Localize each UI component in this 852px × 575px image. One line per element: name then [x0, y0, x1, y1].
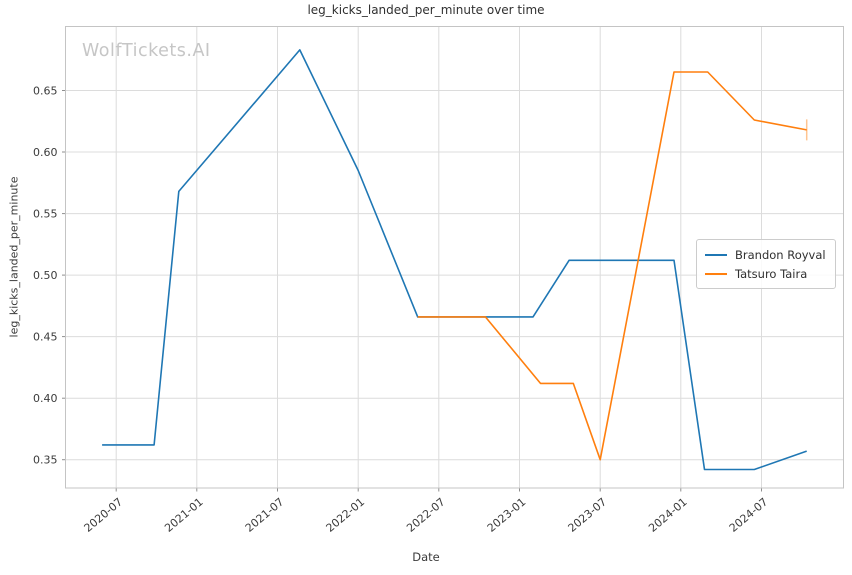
legend-label-tatsuro-taira: Tatsuro Taira: [735, 266, 808, 281]
svg-text:0.45: 0.45: [33, 331, 58, 344]
y-axis-label: leg_kicks_landed_per_minute: [7, 176, 21, 338]
svg-text:0.65: 0.65: [33, 85, 58, 98]
x-axis-label: Date: [412, 550, 440, 564]
svg-text:2024-07: 2024-07: [727, 495, 771, 535]
watermark: WolfTickets.AI: [82, 41, 211, 61]
svg-text:0.55: 0.55: [33, 208, 58, 221]
svg-text:0.35: 0.35: [33, 454, 58, 467]
chart-title: leg_kicks_landed_per_minute over time: [307, 3, 545, 17]
svg-text:2023-07: 2023-07: [566, 495, 610, 535]
svg-text:2022-07: 2022-07: [404, 495, 448, 535]
legend-item-tatsuro-taira: Tatsuro Taira: [705, 264, 826, 283]
legend-line-swatch-blue: [705, 253, 727, 256]
legend-line-swatch-orange: [705, 272, 727, 275]
legend-item-brandon-royval: Brandon Royval: [705, 245, 826, 264]
svg-text:2022-01: 2022-01: [324, 495, 368, 535]
svg-text:2020-07: 2020-07: [82, 495, 126, 535]
svg-text:0.60: 0.60: [33, 146, 58, 159]
legend: Brandon Royval Tatsuro Taira: [696, 239, 836, 289]
svg-text:0.50: 0.50: [33, 269, 58, 282]
svg-text:2023-01: 2023-01: [485, 495, 529, 535]
svg-text:2021-07: 2021-07: [243, 495, 287, 535]
svg-text:2021-01: 2021-01: [162, 495, 206, 535]
svg-text:2024-01: 2024-01: [646, 495, 690, 535]
legend-label-brandon-royval: Brandon Royval: [735, 247, 826, 262]
svg-text:0.40: 0.40: [33, 392, 58, 405]
